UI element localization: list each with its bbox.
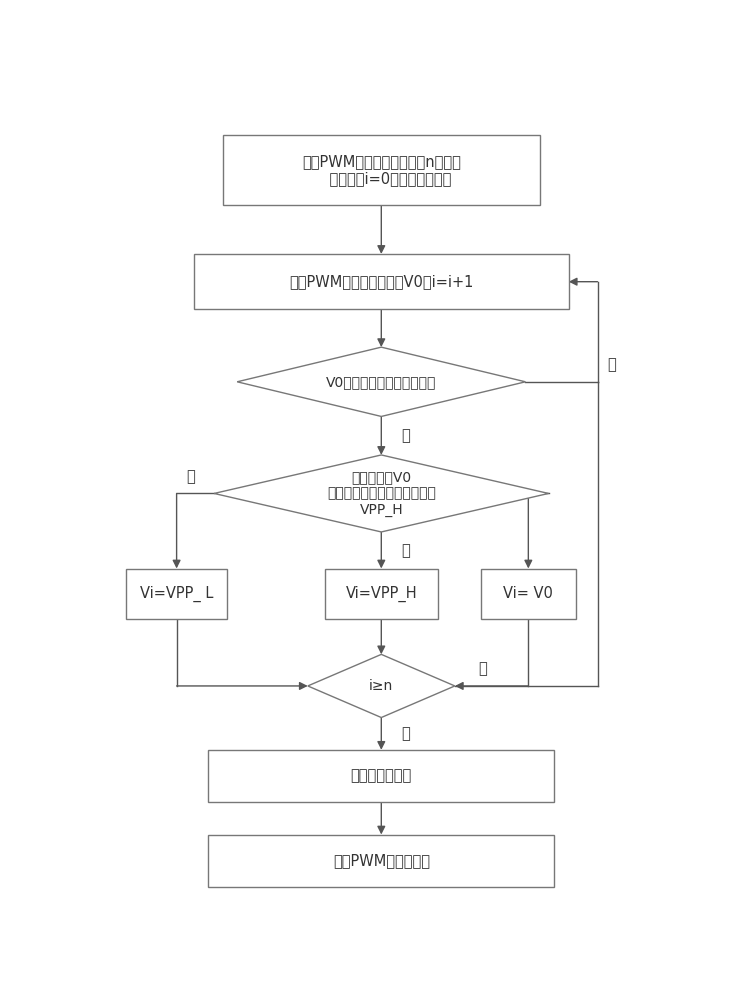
Bar [325, 569, 437, 619]
Bar [208, 750, 554, 802]
Text: 是: 是 [402, 726, 410, 741]
Text: 否: 否 [187, 469, 196, 484]
Text: 设定PWM信号的采集总次数n，设定
    累计次数i=0，设定限幅阈值: 设定PWM信号的采集总次数n，设定 累计次数i=0，设定限幅阈值 [302, 154, 461, 186]
Text: Vi=VPP_ L: Vi=VPP_ L [140, 585, 214, 602]
Bar [194, 254, 568, 309]
Text: 计算PWM信号占空比: 计算PWM信号占空比 [333, 853, 430, 868]
Bar [481, 569, 576, 619]
Text: 是: 是 [608, 357, 616, 372]
Text: 电压瞬时值V0
大于所述限幅阈值的电压上限
VPP_H: 电压瞬时值V0 大于所述限幅阈值的电压上限 VPP_H [327, 470, 436, 517]
Bar [222, 135, 540, 205]
Polygon shape [308, 654, 455, 718]
Text: 是: 是 [402, 543, 410, 558]
Text: Vi=VPP_H: Vi=VPP_H [345, 585, 417, 602]
Bar [208, 835, 554, 887]
Bar [126, 569, 227, 619]
Text: V0是否在所述限幅阈值之内: V0是否在所述限幅阈值之内 [326, 375, 437, 389]
Polygon shape [237, 347, 525, 416]
Text: Vi= V0: Vi= V0 [504, 586, 554, 601]
Text: 计算电压平均值: 计算电压平均值 [350, 769, 412, 784]
Text: 采集PWM信号电压瞬时值V0，i=i+1: 采集PWM信号电压瞬时值V0，i=i+1 [289, 274, 473, 289]
Text: 否: 否 [402, 428, 410, 443]
Text: i≥n: i≥n [369, 679, 394, 693]
Polygon shape [214, 455, 548, 532]
Text: 否: 否 [478, 662, 487, 677]
